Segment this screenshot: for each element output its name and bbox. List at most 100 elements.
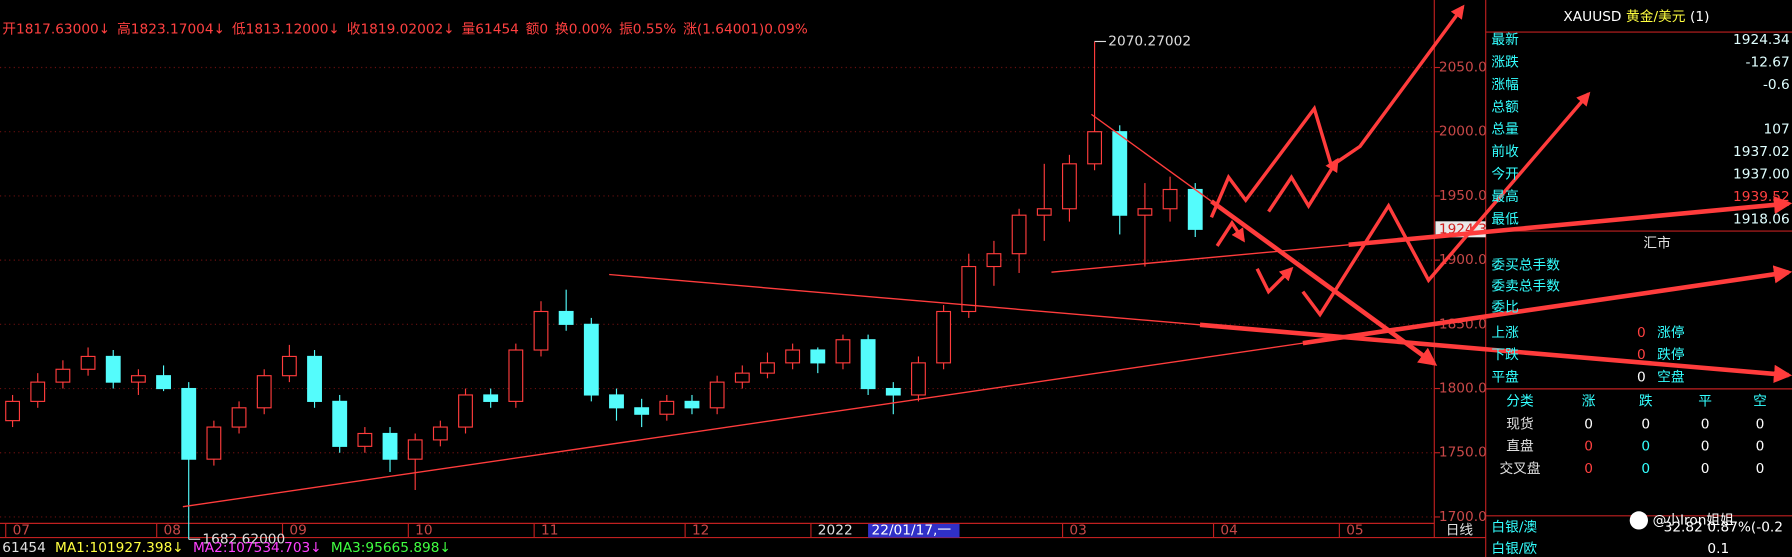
candle-body [709, 381, 725, 409]
market-label: 汇市 [1643, 235, 1671, 252]
candle-body [407, 439, 423, 460]
trend-line [1199, 322, 1792, 384]
header-item: 开1817.63000↓ [2, 22, 110, 38]
panel-title: (1) [1690, 9, 1709, 25]
table-cell: 0 [1584, 439, 1593, 455]
header-item: 换0.00% [555, 21, 612, 38]
quote-label: 涨幅 [1491, 77, 1519, 93]
panel-title: 黄金/美元 [1626, 9, 1686, 25]
candle-body [256, 375, 272, 409]
candle-body [1011, 214, 1027, 255]
trend-line [1302, 265, 1792, 346]
candle-body [30, 381, 46, 402]
table-cell: 0 [1701, 416, 1710, 432]
order-label: 委比 [1491, 300, 1518, 316]
table-cell: 0 [1584, 416, 1593, 432]
quote-label: 今开 [1491, 167, 1518, 183]
x-tick-label: 2022 [818, 523, 853, 539]
candle-body [885, 387, 901, 396]
candle-body [835, 339, 851, 364]
candle-body [533, 310, 549, 351]
candle-body [55, 368, 71, 383]
limit-label: 上涨 [1491, 325, 1519, 341]
candle-body [609, 394, 624, 409]
quote-value: 1924.34 [1733, 32, 1790, 48]
quote-value: -0.6 [1763, 77, 1790, 93]
y-tick-label: 2000.0 [1439, 124, 1487, 140]
quote-value: 1918.06 [1733, 211, 1790, 227]
header-item: 低1813.12000↓ [232, 22, 340, 38]
candle-body [1112, 131, 1128, 216]
quote-value: -12.67 [1746, 54, 1790, 70]
forecast-arrow [1255, 266, 1294, 295]
quote-label: 最低 [1491, 211, 1519, 227]
candle-body [80, 355, 96, 370]
cursor-tag [868, 523, 960, 538]
candle-body [432, 426, 448, 441]
table-header: 跌 [1639, 393, 1653, 409]
limit-label: 下跌 [1491, 347, 1519, 363]
candle-body [5, 400, 21, 422]
candle-body [231, 407, 247, 428]
quote-value: 107 [1764, 122, 1790, 138]
quote-value: 1937.02 [1733, 144, 1790, 160]
header-item: 高1823.17004↓ [117, 21, 225, 38]
limit-label: 涨停 [1657, 324, 1685, 341]
candle-body [986, 253, 1002, 268]
fx-change: 0.1 [1707, 541, 1729, 557]
trend-line [1210, 199, 1438, 366]
table-cell: 交叉盘 [1499, 460, 1540, 477]
candle-body [558, 310, 574, 325]
forecast-arrow [1209, 4, 1465, 218]
quote-value: 1937.00 [1733, 167, 1790, 183]
x-tick-label: 08 [164, 523, 181, 539]
table-cell: 0 [1641, 439, 1650, 455]
candle-body [508, 349, 524, 402]
candle-body [1162, 188, 1178, 210]
x-tick-label: 04 [1220, 523, 1237, 539]
candle-body [684, 400, 700, 409]
quote-label: 总量 [1491, 122, 1519, 138]
candle-body [583, 323, 599, 396]
candle-body [860, 339, 876, 390]
quote-label: 涨跌 [1491, 54, 1519, 70]
candle-body [382, 432, 398, 460]
candle-body [634, 407, 650, 415]
indicator: MA1:101927.398↓ [55, 540, 184, 556]
candle-body [936, 310, 952, 364]
candle-body [734, 372, 750, 383]
candle-body [1137, 208, 1153, 216]
fx-value: 32.82 [1664, 519, 1703, 535]
candle-body [1036, 208, 1052, 216]
x-tick-label: 11 [541, 523, 558, 539]
limit-value: 0 [1637, 369, 1646, 385]
forecast-arrow [1267, 157, 1339, 213]
y-tick-label: 1750.0 [1439, 445, 1487, 461]
header-item: 量61454 [462, 22, 519, 38]
candle-body [1087, 131, 1103, 165]
table-cell: 0 [1756, 461, 1765, 477]
candle-body [105, 355, 121, 383]
y-tick-label: 1950.0 [1439, 188, 1487, 204]
x-tick-label: 09 [289, 523, 306, 539]
table-header: 空 [1753, 393, 1767, 409]
trend-line [1091, 113, 1212, 202]
candle-body [458, 394, 473, 428]
candle-body [483, 394, 499, 402]
candle-body [130, 375, 146, 383]
candle-body [1061, 163, 1077, 210]
y-tick-label: 2050.0 [1439, 60, 1487, 76]
high-label: 2070.27002 [1108, 33, 1191, 49]
forecast-arrow [1215, 219, 1245, 247]
limit-value: 0 [1637, 347, 1646, 363]
trend-line [182, 342, 1303, 508]
table-cell: 0 [1756, 416, 1765, 432]
x-tick-label: 12 [692, 523, 709, 539]
order-label: 委买总手数 [1491, 257, 1560, 273]
header-item: 振0.55% [619, 22, 676, 38]
fx-change: 0.87%(-0.2 [1707, 519, 1783, 535]
panel-title: XAUUSD [1563, 9, 1621, 25]
